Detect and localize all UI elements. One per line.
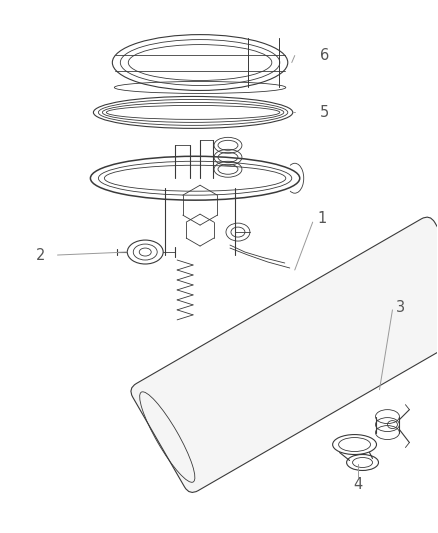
- Text: 5: 5: [320, 105, 329, 120]
- Text: 1: 1: [318, 211, 327, 225]
- Text: 2: 2: [35, 247, 45, 263]
- Text: 3: 3: [396, 301, 406, 316]
- Text: 6: 6: [320, 48, 329, 63]
- FancyBboxPatch shape: [131, 217, 438, 492]
- Text: 4: 4: [353, 477, 362, 492]
